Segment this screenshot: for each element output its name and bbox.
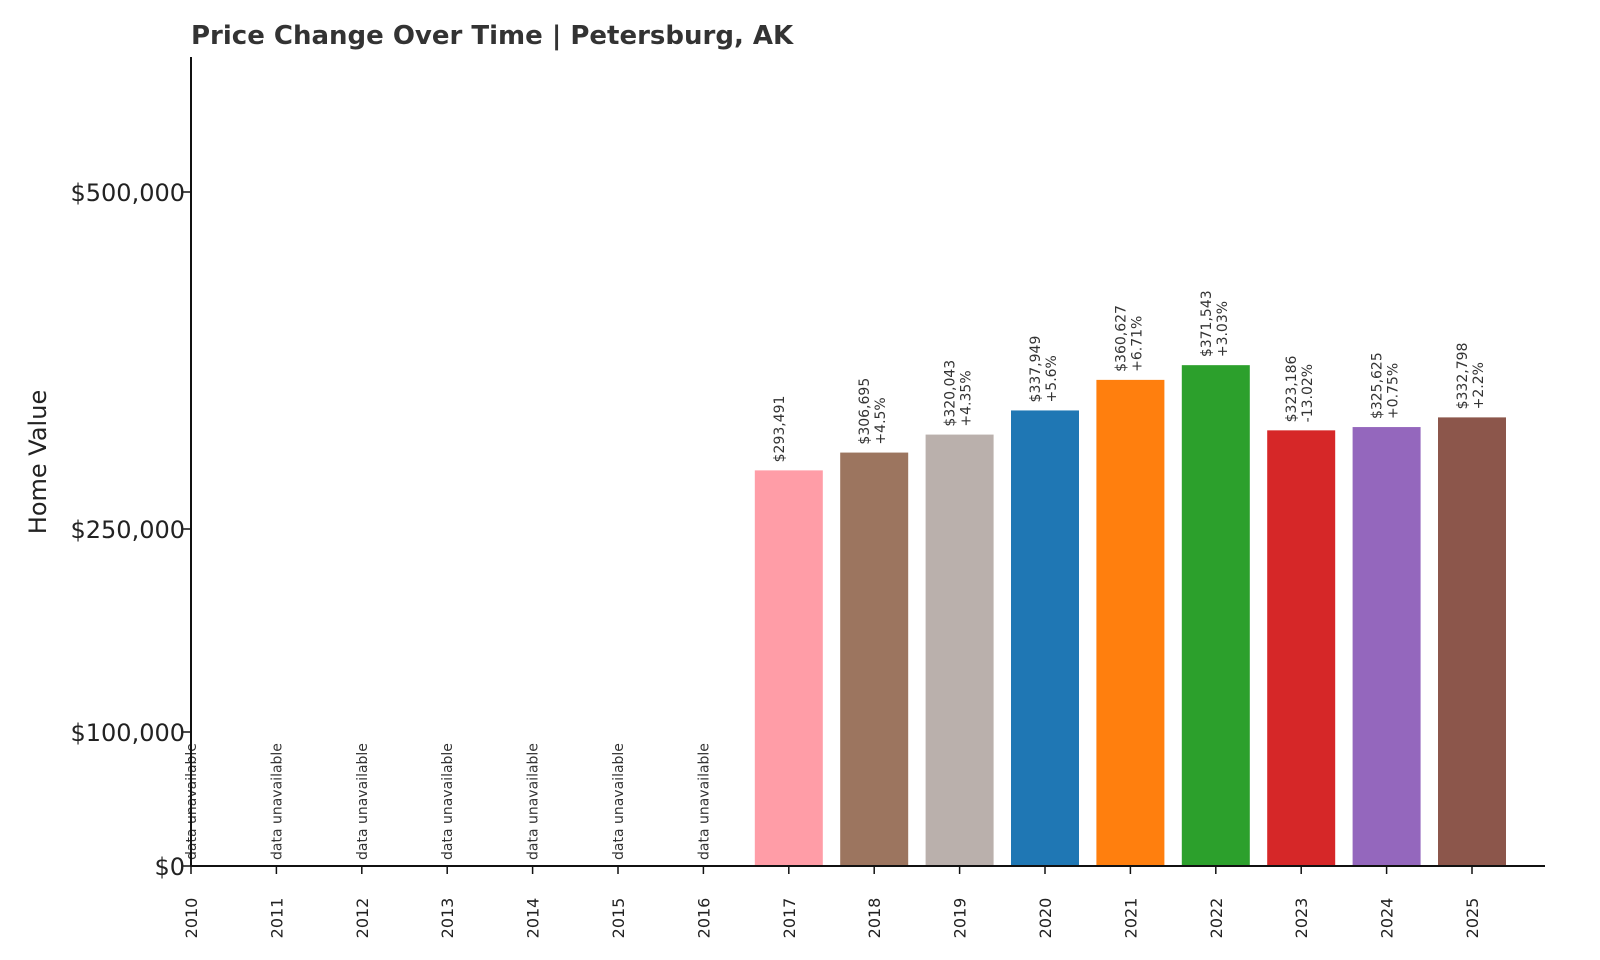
data-label-2021: $360,627+6.71% <box>1113 305 1145 372</box>
x-tick-label-2013: 2013 <box>438 898 457 939</box>
data-label-2017: $293,491 <box>772 396 788 463</box>
data-label-2019: $320,043+4.35% <box>943 360 975 427</box>
x-tick-label-2019: 2019 <box>951 898 970 939</box>
bar-2023 <box>1267 430 1336 866</box>
missing-label-2015: data unavailable <box>611 743 627 860</box>
y-tick-label-100000: $100,000 <box>70 719 185 747</box>
y-tick-label-500000: $500,000 <box>70 179 185 207</box>
data-label-2022: $371,543+3.03% <box>1199 290 1231 357</box>
data-label-2024: $325,625+0.75% <box>1370 352 1402 419</box>
bar-2021 <box>1096 379 1165 866</box>
missing-label-2012: data unavailable <box>355 743 371 860</box>
missing-label-2011: data unavailable <box>269 743 285 860</box>
y-axis-label: Home Value <box>24 390 52 534</box>
y-tick-label-250000: $250,000 <box>70 516 185 544</box>
x-tick-label-2010: 2010 <box>182 898 201 939</box>
missing-label-2016: data unavailable <box>696 743 712 860</box>
x-tick-label-2017: 2017 <box>780 898 799 939</box>
x-tick-label-2018: 2018 <box>865 898 884 939</box>
bar-2025 <box>1438 417 1506 866</box>
bar-2024 <box>1352 427 1421 866</box>
bar-2018 <box>840 452 909 866</box>
x-tick-label-2023: 2023 <box>1292 898 1311 939</box>
x-tick-label-2025: 2025 <box>1463 898 1482 939</box>
data-label-2025: $332,798+2.2% <box>1455 343 1487 410</box>
x-tick-label-2011: 2011 <box>267 898 286 939</box>
bar-2019 <box>925 434 994 866</box>
x-tick-label-2020: 2020 <box>1036 898 1055 939</box>
missing-label-2013: data unavailable <box>440 743 456 860</box>
plot-area: data unavailable 2010 data unavailable 2011… <box>70 57 1545 938</box>
data-label-2023: $323,186-13.02% <box>1284 355 1316 422</box>
x-tick-label-2022: 2022 <box>1207 898 1226 939</box>
x-tick-label-2012: 2012 <box>353 898 372 939</box>
bar-2017 <box>754 470 823 866</box>
x-tick-label-2024: 2024 <box>1378 898 1397 939</box>
data-label-2018: $306,695+4.5% <box>857 378 889 445</box>
x-tick-label-2014: 2014 <box>524 898 543 939</box>
x-tick-label-2021: 2021 <box>1121 898 1140 939</box>
bar-2022 <box>1181 365 1250 866</box>
x-tick-label-2016: 2016 <box>694 898 713 939</box>
missing-label-2014: data unavailable <box>526 743 542 860</box>
x-tick-label-2015: 2015 <box>609 898 628 939</box>
bar-2020 <box>1011 410 1079 866</box>
y-tick-label-0: $0 <box>154 853 185 881</box>
chart-title: Price Change Over Time | Petersburg, AK <box>191 21 794 51</box>
data-label-2020: $337,949+5.6% <box>1028 336 1060 403</box>
